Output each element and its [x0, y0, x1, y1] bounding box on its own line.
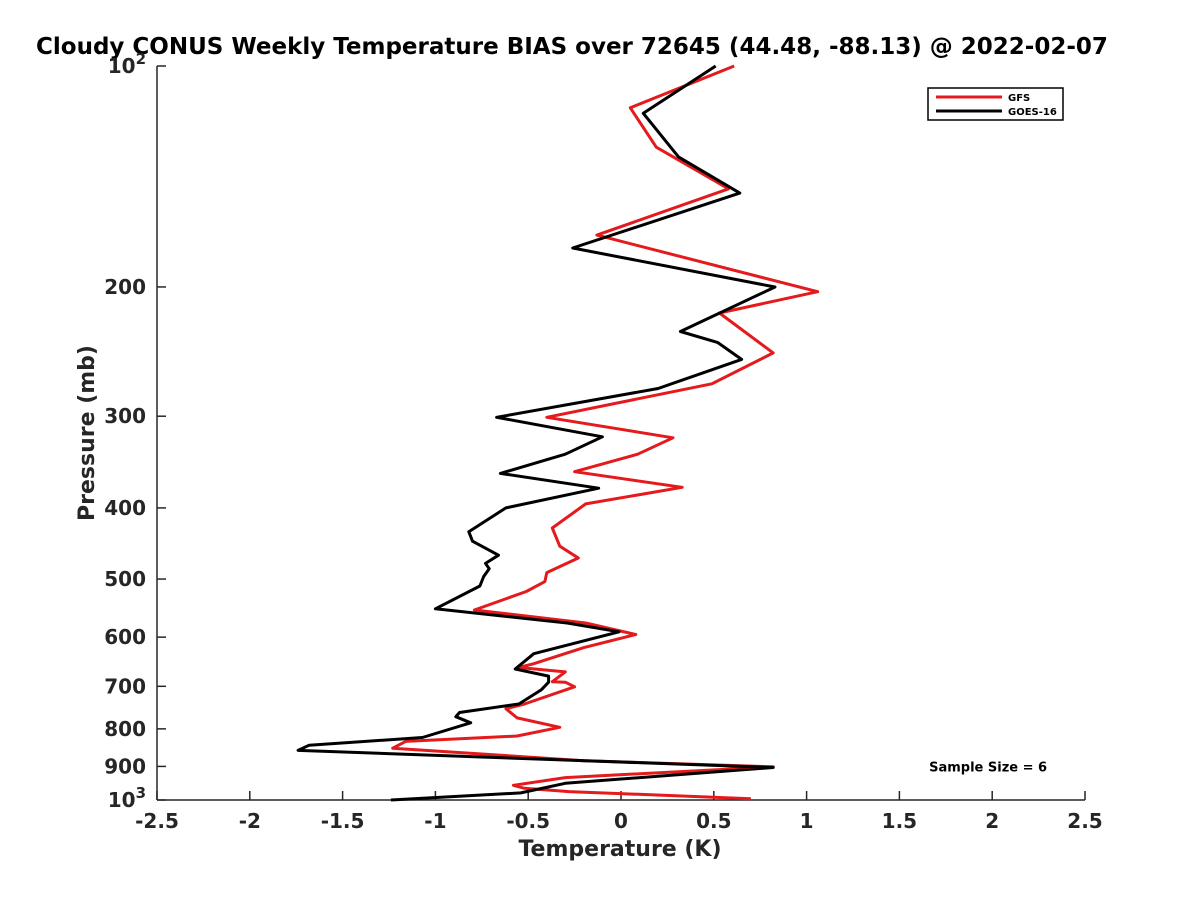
y-tick-label: 900 [104, 754, 146, 778]
y-tick-label: 700 [104, 674, 146, 698]
legend-entry: GOES-16 [1008, 107, 1057, 118]
legend: GFS GOES-16 [927, 87, 1064, 121]
legend-box [927, 87, 1064, 121]
x-tick-label: 0.5 [696, 809, 731, 833]
y-tick-label: 800 [104, 717, 146, 741]
x-tick-label: 0 [614, 809, 628, 833]
x-tick-label: 2 [985, 809, 999, 833]
x-tick-label: 1 [800, 809, 814, 833]
y-tick-label: 600 [104, 625, 146, 649]
x-tick-label: -2.5 [135, 809, 179, 833]
axes: -2.5 -2 -1.5 -1 -0.5 0 0.5 1 1.5 2 2.5 102 200 300 400… [104, 50, 1102, 833]
legend-entry: GFS [1008, 93, 1030, 104]
x-tick-label: -0.5 [506, 809, 550, 833]
y-tick-label: 102 [108, 50, 146, 78]
x-tick-label: -1.5 [321, 809, 365, 833]
y-tick-label: 103 [108, 784, 146, 812]
y-tick-label: 300 [104, 404, 146, 428]
annotations: Sample Size = 6 [929, 760, 1047, 775]
series-layer [296, 64, 820, 802]
series-line-gfs [391, 64, 820, 801]
y-tick-label: 200 [104, 275, 146, 299]
x-tick-label: 1.5 [882, 809, 917, 833]
x-tick-label: -2 [239, 809, 261, 833]
x-axis-label: Temperature (K) [518, 837, 721, 862]
series-line-goes-16 [296, 64, 777, 802]
y-axis-label: Pressure (mb) [75, 345, 100, 521]
chart-title: Cloudy CONUS Weekly Temperature BIAS ove… [36, 34, 1108, 60]
y-tick-label: 500 [104, 567, 146, 591]
x-tick-label: -1 [424, 809, 446, 833]
y-tick-label: 400 [104, 496, 146, 520]
x-tick-label: 2.5 [1067, 809, 1102, 833]
sample-size-annotation: Sample Size = 6 [929, 760, 1047, 775]
